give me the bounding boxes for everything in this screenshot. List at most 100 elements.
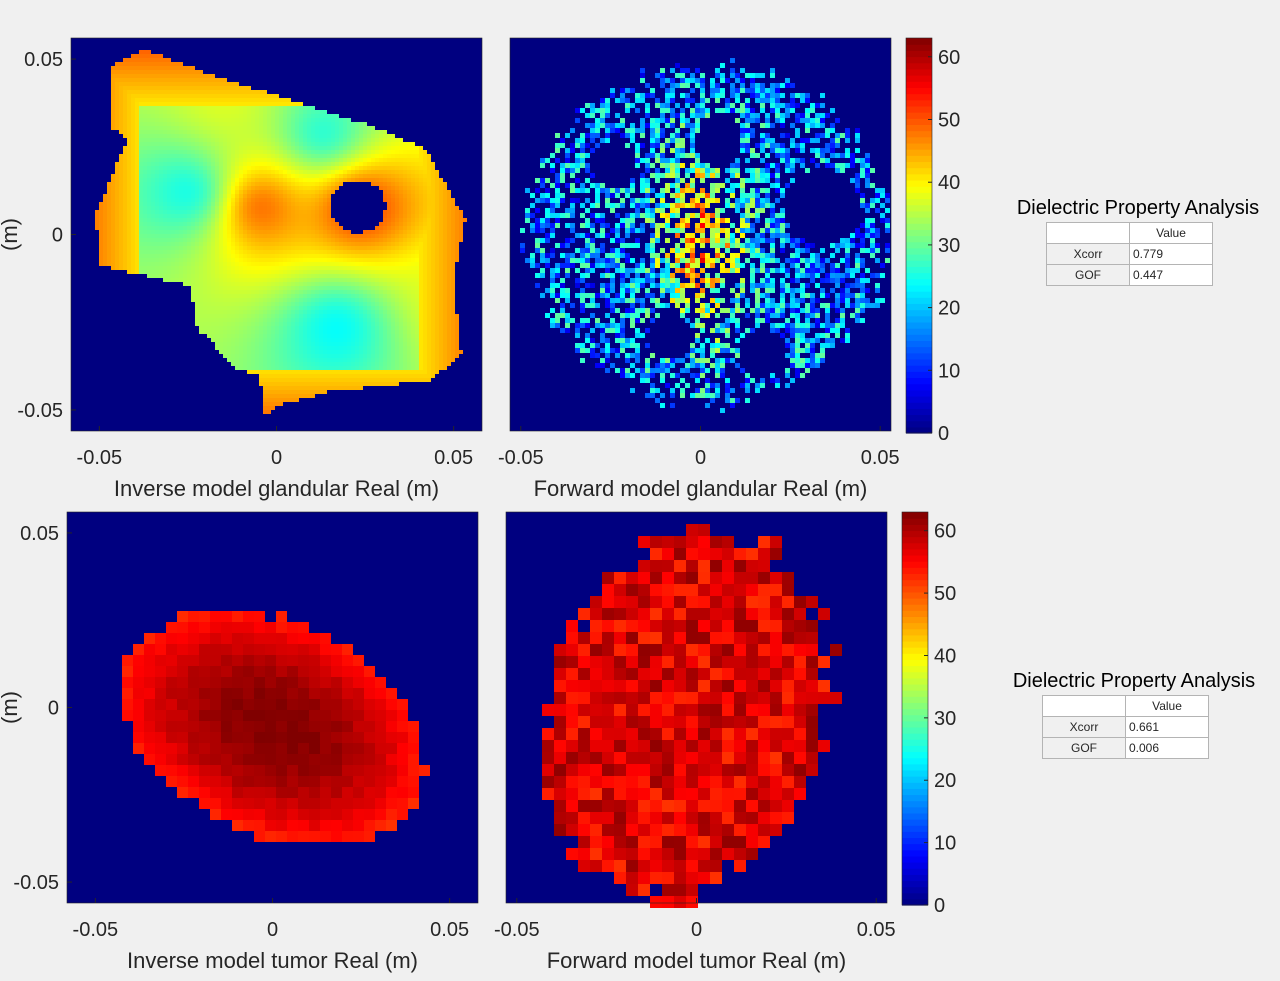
heatmap-cell bbox=[139, 234, 143, 238]
heatmap-cell bbox=[127, 234, 131, 238]
heatmap-cell bbox=[283, 338, 287, 342]
heatmap-cell bbox=[447, 214, 451, 218]
heatmap-cell bbox=[427, 214, 431, 218]
heatmap-cell bbox=[95, 210, 99, 214]
heatmap-cell bbox=[315, 174, 319, 178]
heatmap-cell bbox=[315, 202, 319, 206]
heatmap-cell bbox=[443, 274, 447, 278]
heatmap-cell bbox=[439, 266, 443, 270]
heatmap-cell bbox=[143, 198, 147, 202]
heatmap-cell bbox=[139, 258, 143, 262]
heatmap-cell bbox=[427, 330, 431, 334]
heatmap-cell bbox=[343, 338, 347, 342]
heatmap-cell bbox=[175, 222, 179, 226]
heatmap-cell bbox=[211, 254, 215, 258]
heatmap-cell bbox=[451, 342, 455, 346]
heatmap-cell bbox=[171, 210, 175, 214]
heatmap-cell bbox=[319, 234, 323, 238]
heatmap-cell bbox=[135, 78, 139, 82]
heatmap-cell bbox=[283, 138, 287, 142]
heatmap-cell bbox=[259, 170, 263, 174]
heatmap-cell bbox=[439, 182, 443, 186]
heatmap-cell bbox=[419, 350, 423, 354]
heatmap-cell bbox=[343, 238, 347, 242]
heatmap-cell bbox=[435, 322, 439, 326]
heatmap-cell bbox=[291, 114, 295, 118]
heatmap-cell bbox=[191, 162, 195, 166]
heatmap-cell bbox=[219, 342, 223, 346]
heatmap-cell bbox=[367, 294, 371, 298]
heatmap-cell bbox=[159, 90, 163, 94]
heatmap-cell bbox=[419, 290, 423, 294]
heatmap-cell bbox=[279, 258, 283, 262]
heatmap-cell bbox=[223, 350, 227, 354]
heatmap-cell bbox=[327, 186, 331, 190]
heatmap-cell bbox=[123, 74, 127, 78]
heatmap-cell bbox=[379, 166, 383, 170]
heatmap-cell bbox=[283, 334, 287, 338]
heatmap-cell bbox=[259, 118, 263, 122]
heatmap-cell bbox=[147, 90, 151, 94]
heatmap-cell bbox=[251, 150, 255, 154]
heatmap-cell bbox=[159, 254, 163, 258]
heatmap-cell bbox=[271, 294, 275, 298]
heatmap-cell bbox=[203, 250, 207, 254]
heatmap-cell bbox=[307, 230, 311, 234]
heatmap-cell bbox=[283, 330, 287, 334]
heatmap-cell bbox=[163, 254, 167, 258]
heatmap-cell bbox=[267, 266, 271, 270]
heatmap-cell bbox=[267, 278, 271, 282]
heatmap-cell bbox=[155, 222, 159, 226]
heatmap-cell bbox=[375, 158, 379, 162]
heatmap-cell bbox=[375, 130, 379, 134]
heatmap-cell bbox=[235, 138, 239, 142]
heatmap-cell bbox=[251, 298, 255, 302]
heatmap-cell bbox=[367, 166, 371, 170]
heatmap-cell bbox=[291, 246, 295, 250]
heatmap-cell bbox=[379, 230, 383, 234]
heatmap-cell bbox=[231, 342, 235, 346]
heatmap-cell bbox=[223, 282, 227, 286]
heatmap-cell bbox=[415, 298, 419, 302]
heatmap-cell bbox=[127, 258, 131, 262]
heatmap-cell bbox=[175, 190, 179, 194]
heatmap-cell bbox=[451, 294, 455, 298]
heatmap-cell bbox=[99, 258, 103, 262]
heatmap-cell bbox=[131, 174, 135, 178]
heatmap-cell bbox=[327, 306, 331, 310]
heatmap-cell bbox=[279, 226, 283, 230]
heatmap-cell bbox=[295, 354, 299, 358]
heatmap-cell bbox=[279, 170, 283, 174]
heatmap-cell bbox=[339, 334, 343, 338]
heatmap-cell bbox=[139, 250, 143, 254]
heatmap-cell bbox=[443, 210, 447, 214]
heatmap-cell bbox=[311, 330, 315, 334]
heatmap-cell bbox=[343, 302, 347, 306]
heatmap-cell bbox=[403, 230, 407, 234]
heatmap-cell bbox=[235, 230, 239, 234]
heatmap-cell bbox=[271, 326, 275, 330]
heatmap-cell bbox=[283, 150, 287, 154]
heatmap-cell bbox=[183, 178, 187, 182]
heatmap-cell bbox=[195, 118, 199, 122]
heatmap-cell bbox=[227, 258, 231, 262]
heatmap-cell bbox=[211, 210, 215, 214]
heatmap-cell bbox=[175, 170, 179, 174]
heatmap-cell bbox=[395, 326, 399, 330]
heatmap-cell bbox=[163, 114, 167, 118]
heatmap-cell bbox=[295, 158, 299, 162]
heatmap-cell bbox=[419, 302, 423, 306]
heatmap-cell bbox=[379, 318, 383, 322]
heatmap-cell bbox=[247, 154, 251, 158]
heatmap-cell bbox=[383, 174, 387, 178]
heatmap-cell bbox=[151, 190, 155, 194]
heatmap-cell bbox=[135, 142, 139, 146]
heatmap-cell bbox=[447, 350, 451, 354]
heatmap-cell bbox=[323, 322, 327, 326]
heatmap-cell bbox=[323, 182, 327, 186]
heatmap-cell bbox=[411, 310, 415, 314]
heatmap-cell bbox=[147, 186, 151, 190]
heatmap-cell bbox=[455, 342, 459, 346]
heatmap-cell bbox=[111, 98, 115, 102]
heatmap-cell bbox=[135, 154, 139, 158]
